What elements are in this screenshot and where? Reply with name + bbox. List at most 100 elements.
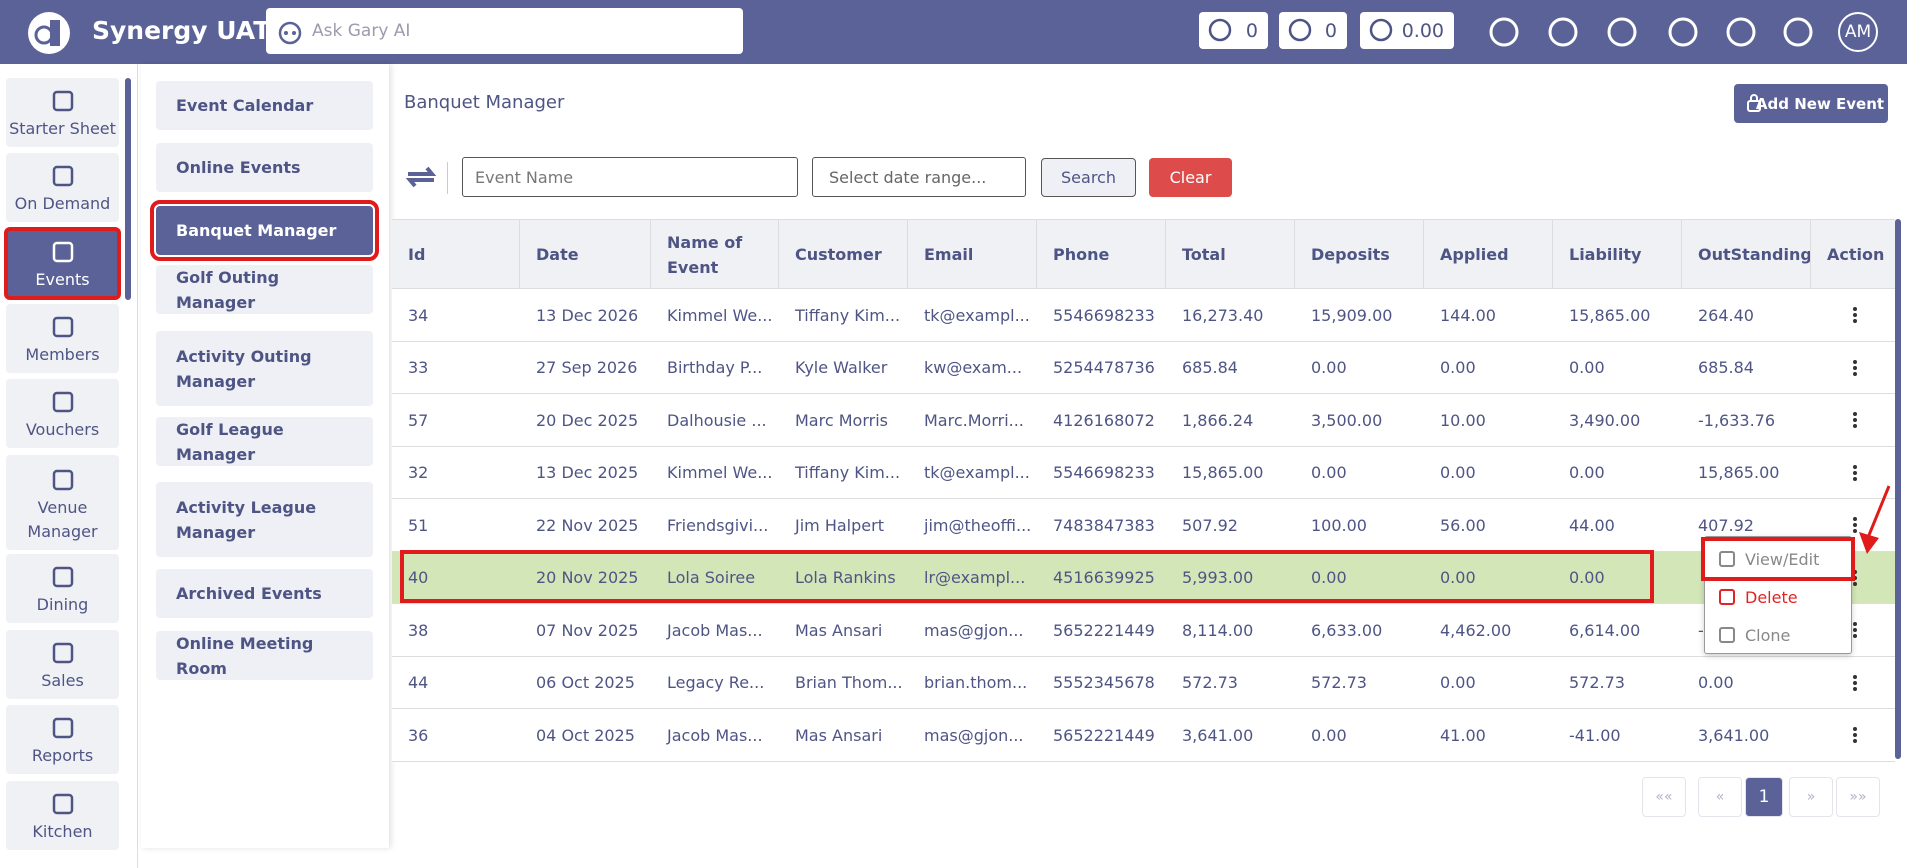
table-cell: 41.00 (1440, 725, 1486, 745)
avatar[interactable]: AM (1838, 12, 1878, 52)
table-row[interactable] (392, 656, 1895, 709)
sidebar-label: Events (35, 270, 90, 289)
table-cell: Brian Thom... (795, 673, 903, 693)
action-menu-button[interactable] (1811, 499, 1895, 552)
table-cell: 0.00 (1440, 568, 1476, 588)
sidebar-item[interactable]: Starter Sheet (6, 78, 119, 147)
action-menu-button[interactable] (1811, 342, 1895, 395)
table-cell: 144.00 (1440, 305, 1496, 325)
table-row[interactable] (392, 446, 1895, 499)
submenu-item[interactable]: Archived Events (156, 569, 373, 618)
table-cell: mas@gjon... (924, 620, 1024, 640)
table-cell: 15,865.00 (1569, 305, 1651, 325)
submenu-item[interactable]: Golf League Manager (156, 417, 373, 466)
header-icon[interactable] (1605, 15, 1639, 49)
submenu-item[interactable]: Activity League Manager (156, 482, 373, 557)
table-row[interactable] (392, 709, 1895, 762)
column-header: Action (1827, 245, 1885, 264)
table-row[interactable] (392, 604, 1895, 657)
pagination-button[interactable]: «« (1642, 777, 1686, 817)
column-header: Date (520, 220, 651, 289)
sidebar-item[interactable]: Vouchers (6, 379, 119, 448)
table-cell: Mas Ansari (795, 725, 883, 745)
table-cell: 20 Dec 2025 (536, 410, 639, 430)
table-row[interactable] (392, 341, 1895, 394)
column-header: Email (908, 220, 1037, 289)
table-cell: Mas Ansari (795, 620, 883, 640)
sidebar-item[interactable]: On Demand (6, 153, 119, 222)
table-row[interactable] (392, 551, 1895, 604)
table-cell: 407.92 (1698, 515, 1754, 535)
search-button[interactable]: Search (1041, 158, 1136, 197)
menu-icon (1719, 627, 1735, 643)
ai-search[interactable]: Ask Gary AI (266, 8, 743, 54)
table-cell: Marc Morris (795, 410, 888, 430)
table-cell: Legacy Re... (667, 673, 765, 693)
highlight-box (400, 550, 1654, 603)
table-cell: 5546698233 (1053, 305, 1155, 325)
table-cell: 6,633.00 (1311, 620, 1383, 640)
action-menu-button[interactable] (1811, 552, 1895, 605)
action-menu-button[interactable] (1811, 447, 1895, 500)
submenu-item[interactable]: Event Calendar (156, 81, 373, 130)
table-cell: 0.00 (1311, 725, 1347, 745)
header-icon[interactable] (1781, 15, 1815, 49)
submenu-item[interactable]: Golf Outing Manager (156, 265, 373, 314)
header-icon[interactable] (1546, 15, 1580, 49)
submenu-item[interactable]: Online Events (156, 143, 373, 192)
table-cell: 5254478736 (1053, 358, 1155, 378)
table-cell: 15,909.00 (1311, 305, 1393, 325)
header-icon[interactable] (1724, 15, 1758, 49)
submenu-item[interactable]: Activity Outing Manager (156, 331, 373, 406)
header-badge[interactable]: 0 (1279, 12, 1347, 49)
sidebar-item[interactable]: Sales (6, 630, 119, 699)
logo (28, 12, 70, 54)
table-cell: Friendsgivi... (667, 515, 769, 535)
table-cell: 0.00 (1569, 358, 1605, 378)
column-header: Applied (1424, 220, 1553, 289)
sidebar-item[interactable]: Events (4, 227, 121, 300)
submenu-item[interactable]: Banquet Manager (150, 200, 379, 261)
sidebar-icon (52, 793, 73, 815)
action-menu-button[interactable] (1811, 657, 1895, 710)
divider (447, 162, 448, 194)
table-cell: 33 (408, 358, 429, 378)
table-row[interactable] (392, 394, 1895, 447)
pagination-button[interactable]: » (1789, 777, 1833, 817)
action-menu-button[interactable] (1811, 394, 1895, 447)
action-menu-button[interactable] (1811, 289, 1895, 342)
date-range-input[interactable]: Select date range... (812, 157, 1026, 197)
action-menu-button[interactable] (1811, 709, 1895, 762)
header-icon[interactable] (1666, 15, 1700, 49)
table-cell: 10.00 (1440, 410, 1486, 430)
sidebar-item[interactable]: Members (6, 304, 119, 373)
table-row[interactable] (392, 289, 1895, 342)
sidebar-item[interactable]: Venue Manager (6, 455, 119, 550)
sidebar-item[interactable]: Reports (6, 705, 119, 774)
table-cell: 32 (408, 463, 429, 483)
sidebar-item[interactable]: Kitchen (6, 781, 119, 850)
table-cell: Jim Halpert (795, 515, 884, 535)
header-icon[interactable] (1487, 15, 1521, 49)
header-badge[interactable]: 0.00 (1360, 12, 1454, 49)
submenu-item[interactable]: Online Meeting Room (156, 631, 373, 680)
context-menu-item[interactable]: View/Edit (1701, 537, 1855, 581)
header-badge[interactable]: 0 (1199, 12, 1268, 49)
context-menu-item[interactable]: Clone (1705, 617, 1851, 653)
pagination-button[interactable]: 1 (1745, 777, 1783, 817)
context-menu-item[interactable]: Delete (1705, 579, 1851, 615)
pagination-button[interactable]: « (1698, 777, 1742, 817)
refresh-icon[interactable] (404, 164, 438, 190)
table-cell: 04 Oct 2025 (536, 725, 635, 745)
column-header: Liability (1553, 220, 1682, 289)
action-menu-button[interactable] (1811, 604, 1895, 657)
event-name-input[interactable]: Event Name (462, 157, 798, 197)
lock-icon (1747, 94, 1761, 112)
table-cell: 1,866.24 (1182, 410, 1254, 430)
sidebar-label: Members (25, 345, 100, 364)
sidebar-label: Reports (31, 746, 94, 765)
clear-button[interactable]: Clear (1149, 158, 1232, 197)
sidebar-item[interactable]: Dining (6, 554, 119, 623)
pagination-button[interactable]: »» (1836, 777, 1880, 817)
